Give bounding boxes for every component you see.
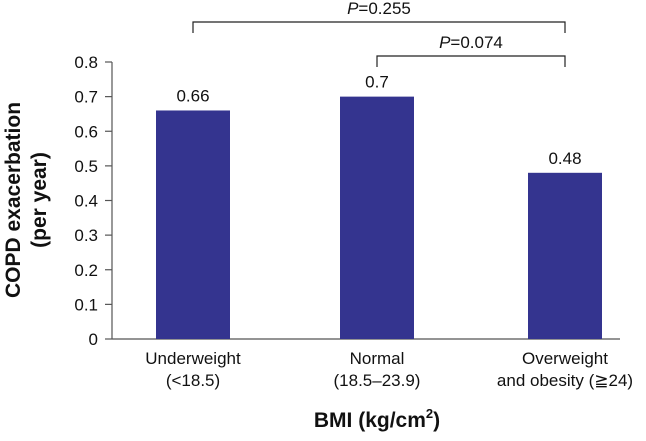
x-axis-title-main: BMI (kg/cm bbox=[314, 409, 426, 432]
x-axis-title-close: ) bbox=[433, 409, 440, 432]
p-value-label: P=0.255 bbox=[347, 0, 411, 18]
y-tick-label: 0.6 bbox=[74, 122, 98, 141]
x-category-label: Underweight bbox=[145, 349, 241, 368]
y-tick-label: 0.8 bbox=[74, 53, 98, 72]
y-axis-title: (per year) bbox=[28, 152, 51, 248]
x-category-label: and obesity (≧24) bbox=[497, 371, 633, 390]
y-tick-label: 0.5 bbox=[74, 157, 98, 176]
bar bbox=[340, 96, 414, 339]
bar bbox=[156, 110, 230, 339]
y-axis-title: COPD exacerbation bbox=[2, 102, 25, 298]
p-symbol: P bbox=[347, 0, 359, 18]
x-category-label: (<18.5) bbox=[166, 371, 220, 390]
p-value-label: P=0.074 bbox=[439, 33, 503, 52]
y-tick-label: 0.2 bbox=[74, 261, 98, 280]
data-label: 0.7 bbox=[365, 73, 389, 92]
y-tick-label: 0 bbox=[89, 330, 98, 349]
x-category-label: (18.5–23.9) bbox=[334, 371, 421, 390]
data-label: 0.66 bbox=[176, 86, 209, 105]
y-tick-label: 0.1 bbox=[74, 295, 98, 314]
x-axis-title: BMI (kg/cm2) bbox=[314, 406, 440, 432]
significance-bracket bbox=[376, 55, 566, 67]
y-tick-label: 0.3 bbox=[74, 226, 98, 245]
significance-bracket bbox=[192, 21, 566, 33]
bar bbox=[528, 172, 602, 339]
x-category-label: Normal bbox=[350, 349, 405, 368]
data-label: 0.48 bbox=[548, 149, 581, 168]
x-axis-title-superscript: 2 bbox=[426, 406, 433, 421]
x-category-label: Overweight bbox=[522, 349, 608, 368]
p-value: =0.074 bbox=[450, 33, 502, 52]
y-tick-label: 0.4 bbox=[74, 192, 98, 211]
y-tick-label: 0.7 bbox=[74, 88, 98, 107]
p-value: =0.255 bbox=[358, 0, 410, 18]
p-symbol: P bbox=[439, 33, 451, 52]
